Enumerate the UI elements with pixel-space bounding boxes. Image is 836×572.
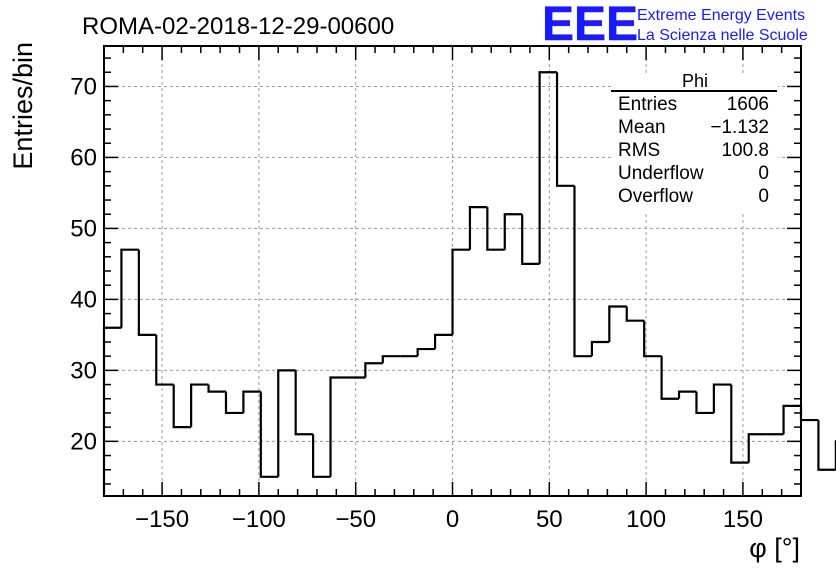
histogram-bin [416,347,436,357]
stats-value: 0 [758,163,769,184]
x-tick-label: 50 [536,506,563,533]
stats-label: RMS [618,140,660,161]
histogram-bin [433,333,453,350]
x-tick-label: −50 [335,506,376,533]
histogram-bin [120,248,139,328]
x-axis-label: φ [°] [749,533,800,563]
tick-labels: −150 −100 −50 0 50 100 150 20 30 40 50 60 70 [70,73,763,533]
y-tick-label: 30 [70,357,97,384]
axis-ticks [104,46,801,496]
histogram-bin [190,383,209,428]
stats-label: Underflow [618,163,704,184]
histogram-bin [364,362,383,378]
stats-value: 0 [758,186,769,207]
histogram-bin [590,340,610,357]
histogram-bin [625,306,645,322]
histogram-bin [677,390,697,399]
histogram-bin [660,356,680,400]
histogram-bin [259,391,279,478]
y-tick-label: 40 [70,286,97,313]
y-tick-label: 50 [70,215,97,242]
x-tick-label: 150 [723,506,763,533]
histogram-bin [730,384,749,464]
stats-label: Entries [618,94,677,115]
stats-box-title: Phi [682,71,708,91]
stats-value: 100.8 [721,140,769,161]
histogram-bin [521,214,540,266]
histogram-bin [503,213,523,250]
histogram-bin [468,206,488,250]
histogram-bin [242,390,261,413]
x-tick-label: −100 [232,506,286,533]
histogram-bin [695,391,714,415]
histogram-bin [608,305,627,342]
histogram-bin [712,383,732,413]
chart-title: ROMA-02-2018-12-29-00600 [82,13,394,40]
histogram-bin [172,384,192,429]
histogram-bin [817,420,836,471]
logo-mark: EEE [542,0,638,51]
histogram-bin [312,434,331,478]
histogram-bin [207,384,226,393]
histogram-bin [555,72,575,187]
stats-value: −1.132 [710,117,769,138]
stats-box: Phi Entries 1606 Mean −1.132 RMS 100.8 U… [611,71,778,214]
histogram-bin [329,376,348,477]
x-tick-label: 0 [446,506,459,533]
stats-value: 1606 [727,94,769,115]
histogram-bin [155,334,174,386]
histogram-bars [102,71,836,496]
y-tick-label: 60 [70,144,97,171]
histogram-bin [538,71,558,264]
histogram-bin [747,433,767,463]
histogram-bin [643,320,662,358]
histogram-bin [137,249,157,336]
histogram-bin [451,248,470,335]
x-tick-label: 100 [626,506,666,533]
stats-label: Mean [618,117,666,138]
grid-lines [104,46,801,496]
histogram-bin [294,370,314,436]
histogram-bin [486,207,505,251]
histogram-bin [224,391,244,415]
histogram-bin [277,369,296,477]
logo: EEE Extreme Energy Events La Scienza nel… [542,0,808,51]
stats-label: Overflow [618,186,693,207]
histogram-bin [573,185,592,358]
logo-line-2: La Scienza nelle Scuole [637,27,808,44]
histogram-bin [381,355,401,364]
histogram-bin [782,404,801,435]
x-tick-label: −150 [135,506,189,533]
y-tick-label: 20 [70,428,97,455]
logo-line-1: Extreme Energy Events [637,7,805,24]
stats-box-bg [612,74,778,214]
y-axis-label: Entries/bin [8,42,38,170]
y-tick-label: 70 [70,73,97,100]
